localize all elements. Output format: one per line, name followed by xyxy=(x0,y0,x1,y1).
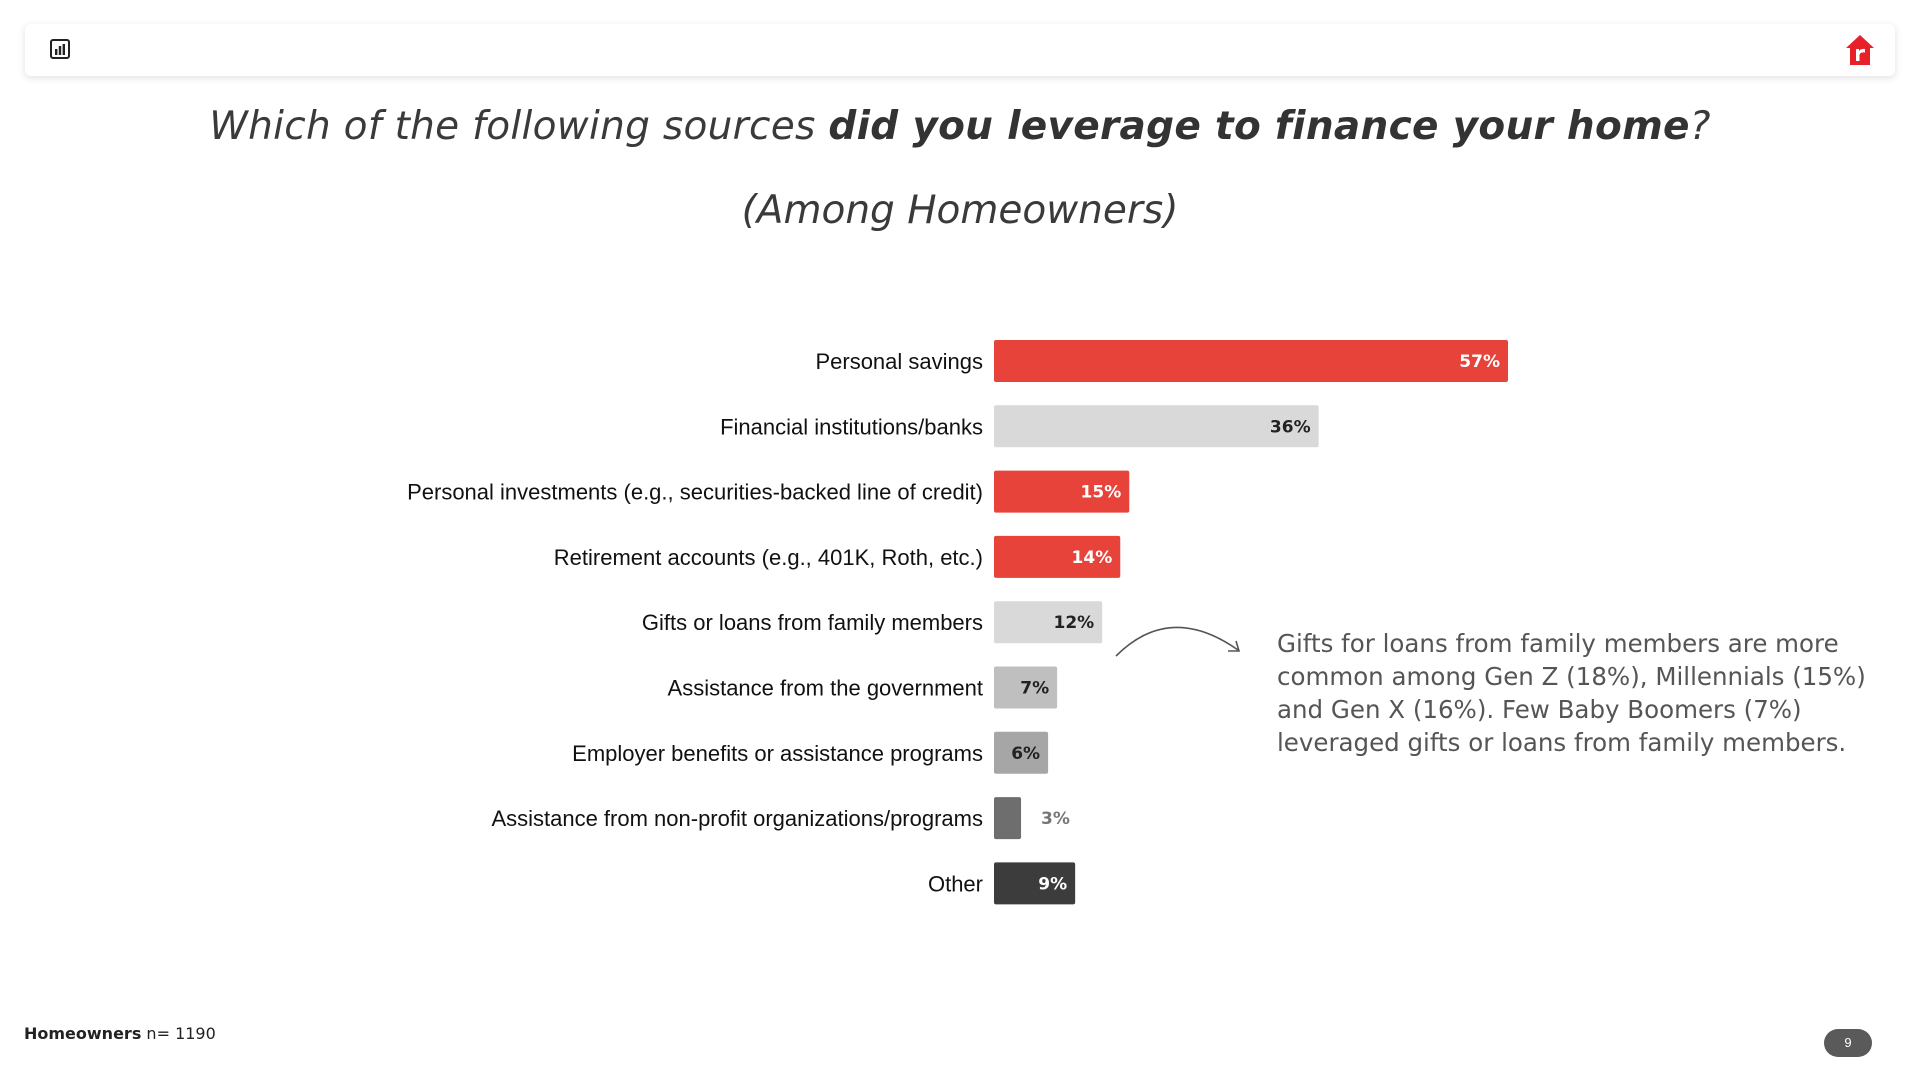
brand-logo-icon xyxy=(1846,35,1874,65)
bar xyxy=(994,797,1022,840)
value-label: 9% xyxy=(1038,874,1067,894)
title-text-end: ? xyxy=(1689,104,1711,149)
value-label: 7% xyxy=(1020,679,1049,699)
bar xyxy=(994,862,1076,905)
bar xyxy=(994,405,1319,448)
category-label: Gifts or loans from family members xyxy=(642,610,983,635)
bar xyxy=(994,340,1508,382)
bar-chart: Personal savings 57% Financial institution… xyxy=(407,340,1508,905)
value-label: 36% xyxy=(1270,417,1311,437)
category-label: Assistance from the government xyxy=(668,676,983,701)
chart-subtitle: (Among Homeowners) xyxy=(741,188,1179,233)
top-toolbar xyxy=(25,24,1895,76)
value-label: 15% xyxy=(1081,483,1122,503)
bar xyxy=(994,666,1058,709)
value-label: 12% xyxy=(1054,613,1095,633)
value-label: 3% xyxy=(1041,809,1070,829)
title-text-regular: Which of the following sources xyxy=(209,104,829,149)
category-label: Financial institutions/banks xyxy=(720,414,983,439)
annotation-text: Gifts for loans from family members are … xyxy=(1277,629,1866,757)
value-label: 57% xyxy=(1459,352,1500,372)
bar xyxy=(994,470,1130,513)
category-label: Retirement accounts (e.g., 401K, Roth, e… xyxy=(554,545,983,570)
value-label: 6% xyxy=(1011,744,1040,764)
bar-chart-icon[interactable] xyxy=(49,38,71,60)
bar xyxy=(994,731,1049,774)
arrow-icon xyxy=(1115,626,1241,657)
category-label: Employer benefits or assistance programs xyxy=(572,741,983,766)
title-text-bold: did you leverage to finance your home xyxy=(828,104,1690,149)
category-label: Personal investments (e.g., securities-b… xyxy=(407,480,983,505)
footnote-n: n= 1190 xyxy=(141,1024,216,1043)
category-label: Other xyxy=(928,871,983,896)
bar xyxy=(994,535,1121,578)
chart-title: Which of the following sources did you l… xyxy=(0,104,1920,149)
category-label: Assistance from non-profit organizations… xyxy=(491,806,983,831)
value-label: 14% xyxy=(1072,548,1113,568)
page-number-badge: 9 xyxy=(1824,1029,1872,1057)
category-label: Personal savings xyxy=(815,349,983,374)
bar xyxy=(994,601,1103,644)
sample-size-footnote: Homeowners n= 1190 xyxy=(24,1024,216,1043)
footnote-label: Homeowners xyxy=(24,1024,142,1043)
